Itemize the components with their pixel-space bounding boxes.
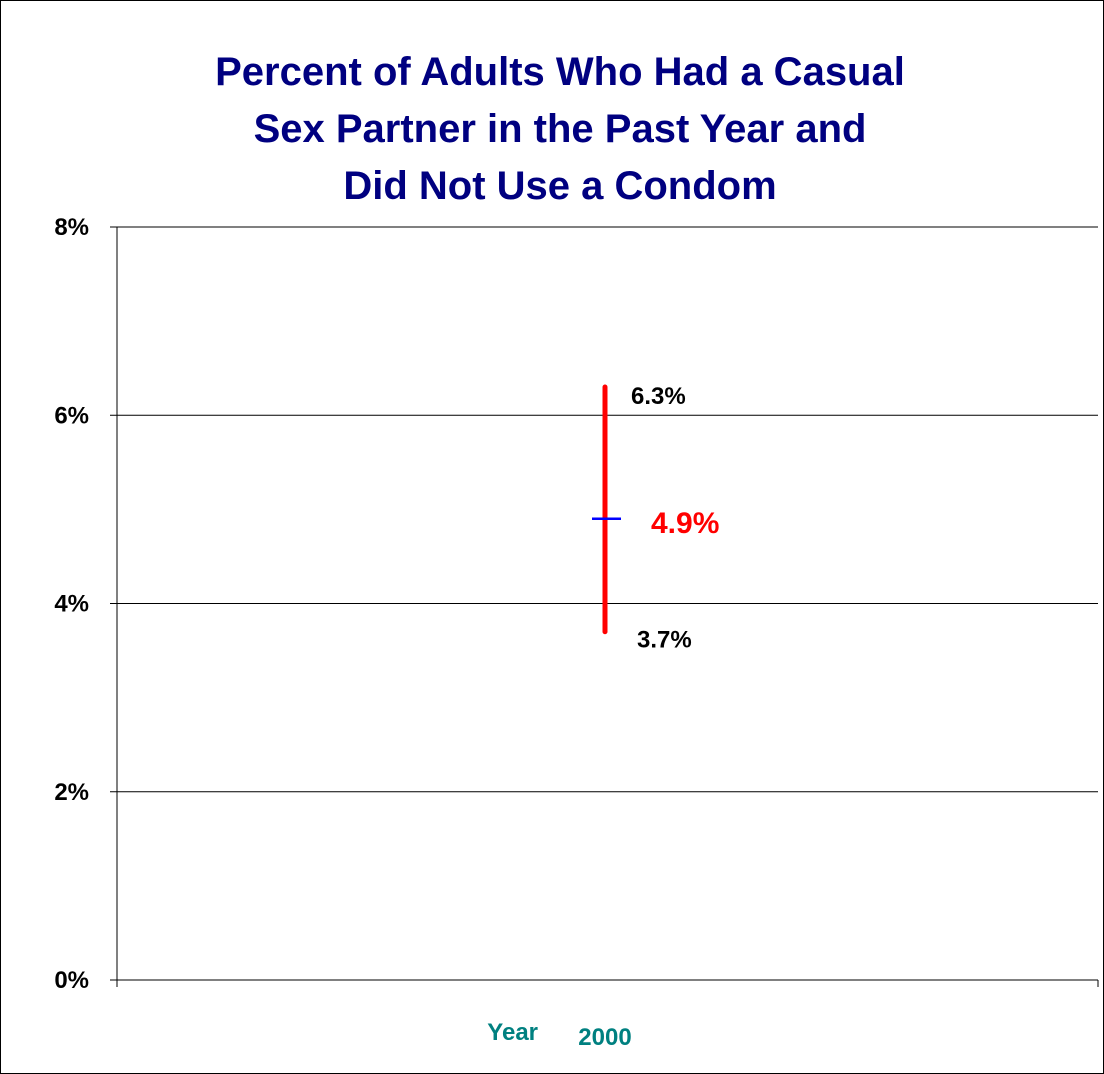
upper-bound-label-2000: 6.3% xyxy=(631,383,686,410)
chart-title-line-1: Percent of Adults Who Had a Casual xyxy=(215,50,905,94)
axes xyxy=(110,226,1099,987)
y-tick-label-6: 6% xyxy=(54,402,89,429)
y-tick-labels: 0% 2% 4% 6% 8% xyxy=(54,214,89,994)
x-axis-labels: 2000 Year xyxy=(487,1019,631,1051)
y-tick-label-0: 0% xyxy=(54,967,89,994)
chart-title-line-3: Did Not Use a Condom xyxy=(343,164,777,208)
x-category-label-2000: 2000 xyxy=(578,1024,631,1051)
data-marks: 6.3% 3.7% 4.9% xyxy=(592,383,719,654)
y-tick-label-2: 2% xyxy=(54,779,89,806)
lower-bound-label-2000: 3.7% xyxy=(637,627,692,654)
estimate-label-2000: 4.9% xyxy=(651,507,719,540)
x-axis-title: Year xyxy=(487,1019,538,1046)
chart-title: Percent of Adults Who Had a Casual Sex P… xyxy=(0,44,1104,215)
y-tick-label-8: 8% xyxy=(54,214,89,241)
chart-title-line-2: Sex Partner in the Past Year and xyxy=(253,107,867,151)
y-tick-label-4: 4% xyxy=(54,591,89,618)
